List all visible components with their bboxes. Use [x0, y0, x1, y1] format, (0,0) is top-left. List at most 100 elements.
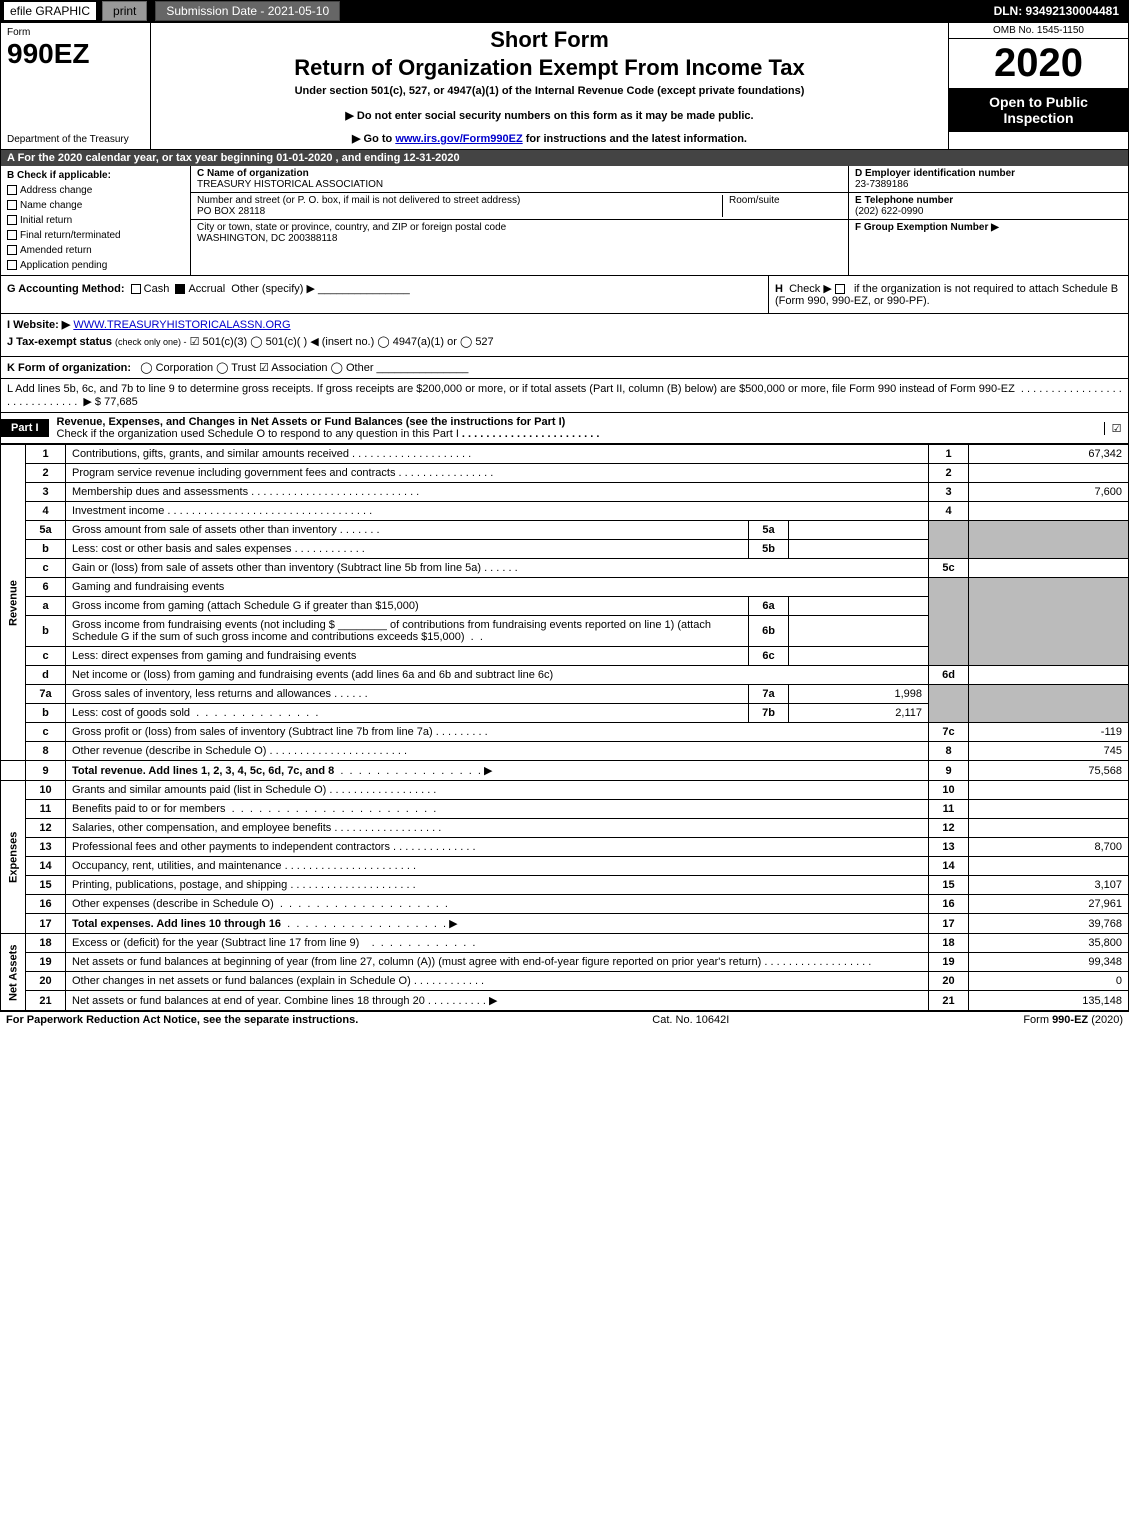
- opt-address-change[interactable]: Address change: [7, 185, 184, 196]
- line-text: Gaming and fundraising events: [66, 578, 929, 597]
- mid-value: [789, 647, 929, 666]
- line-value: 27,961: [969, 895, 1129, 914]
- line-refnum: 5c: [929, 559, 969, 578]
- mid-value: [789, 540, 929, 559]
- line-text: Total expenses. Add lines 10 through 16 …: [66, 914, 929, 934]
- line-num: b: [26, 616, 66, 647]
- line-refnum: 10: [929, 781, 969, 800]
- line-text: Total revenue. Add lines 1, 2, 3, 4, 5c,…: [66, 761, 929, 781]
- section-identity: B Check if applicable: Address change Na…: [0, 166, 1129, 276]
- line-text: Excess or (deficit) for the year (Subtra…: [66, 934, 929, 953]
- line-num: 17: [26, 914, 66, 934]
- phone: (202) 622-0990: [855, 206, 923, 217]
- section-ij: I Website: ▶ WWW.TREASURYHISTORICALASSN.…: [0, 314, 1129, 357]
- opt-name-change[interactable]: Name change: [7, 200, 184, 211]
- line-text: Gain or (loss) from sale of assets other…: [66, 559, 929, 578]
- line-text: Gross income from fundraising events (no…: [66, 616, 749, 647]
- mid-value: 1,998: [789, 685, 929, 704]
- line-text: Less: direct expenses from gaming and fu…: [66, 647, 749, 666]
- line-num: d: [26, 666, 66, 685]
- print-button[interactable]: print: [102, 1, 147, 21]
- line-refnum: 18: [929, 934, 969, 953]
- line-refnum: 11: [929, 800, 969, 819]
- line-value: [969, 559, 1129, 578]
- line-refnum: 16: [929, 895, 969, 914]
- line-num: 3: [26, 483, 66, 502]
- opt-initial-return[interactable]: Initial return: [7, 215, 184, 226]
- line-text: Contributions, gifts, grants, and simila…: [66, 445, 929, 464]
- opt-final-return[interactable]: Final return/terminated: [7, 230, 184, 241]
- ein: 23-7389186: [855, 179, 908, 190]
- line-text: Professional fees and other payments to …: [66, 838, 929, 857]
- shaded-cell: [929, 578, 969, 666]
- line-value: [969, 781, 1129, 800]
- line-num: 4: [26, 502, 66, 521]
- irs-link[interactable]: www.irs.gov/Form990EZ: [395, 133, 522, 145]
- shaded-cell: [969, 685, 1129, 723]
- b-label: B Check if applicable:: [7, 170, 184, 181]
- line-text: Gross profit or (loss) from sales of inv…: [66, 723, 929, 742]
- shaded-cell: [969, 521, 1129, 559]
- section-i: I Website: ▶ WWW.TREASURYHISTORICALASSN.…: [7, 318, 1122, 331]
- line-num: 1: [26, 445, 66, 464]
- line-value: 3,107: [969, 876, 1129, 895]
- open-inspection: Open to Public Inspection: [949, 88, 1128, 132]
- website-link[interactable]: WWW.TREASURYHISTORICALASSN.ORG: [73, 319, 290, 331]
- d-label: D Employer identification number: [855, 168, 1015, 179]
- line-refnum: 9: [929, 761, 969, 781]
- line-num: 16: [26, 895, 66, 914]
- part1-table: Revenue 1 Contributions, gifts, grants, …: [0, 444, 1129, 1011]
- line-value: 99,348: [969, 953, 1129, 972]
- line-refnum: 1: [929, 445, 969, 464]
- line-value: 0: [969, 972, 1129, 991]
- line-num: 8: [26, 742, 66, 761]
- line-value: [969, 502, 1129, 521]
- tax-year-row: A For the 2020 calendar year, or tax yea…: [0, 150, 1129, 166]
- room-suite-label: Room/suite: [722, 195, 842, 217]
- mid-value: [789, 616, 929, 647]
- line-text: Net income or (loss) from gaming and fun…: [66, 666, 929, 685]
- line-text: Occupancy, rent, utilities, and maintena…: [66, 857, 929, 876]
- line-num: c: [26, 647, 66, 666]
- form-ref: Form 990-EZ (2020): [1023, 1014, 1123, 1026]
- line-text: Gross amount from sale of assets other t…: [66, 521, 749, 540]
- part1-check: ☑: [1104, 422, 1128, 435]
- mid-value: [789, 521, 929, 540]
- opt-amended-return[interactable]: Amended return: [7, 245, 184, 256]
- line-refnum: 14: [929, 857, 969, 876]
- opt-application-pending[interactable]: Application pending: [7, 260, 184, 271]
- section-j: J Tax-exempt status (check only one) - ☑…: [7, 335, 1122, 348]
- line-text: Investment income . . . . . . . . . . . …: [66, 502, 929, 521]
- line-value: 7,600: [969, 483, 1129, 502]
- line-text: Grants and similar amounts paid (list in…: [66, 781, 929, 800]
- top-bar: efile GRAPHIC print Submission Date - 20…: [0, 0, 1129, 22]
- addr-label: Number and street (or P. O. box, if mail…: [197, 195, 520, 206]
- line-num: 10: [26, 781, 66, 800]
- line-value: 135,148: [969, 991, 1129, 1011]
- gross-receipts: 77,685: [104, 396, 138, 408]
- line-value: [969, 800, 1129, 819]
- mid-label: 6a: [749, 597, 789, 616]
- line-text: Net assets or fund balances at end of ye…: [66, 991, 929, 1011]
- line-value: [969, 857, 1129, 876]
- line-refnum: 13: [929, 838, 969, 857]
- city-label: City or town, state or province, country…: [197, 222, 506, 233]
- line-num: b: [26, 540, 66, 559]
- line-value: 745: [969, 742, 1129, 761]
- shaded-cell: [929, 521, 969, 559]
- line-text: Printing, publications, postage, and shi…: [66, 876, 929, 895]
- mid-label: 6b: [749, 616, 789, 647]
- line-num: 14: [26, 857, 66, 876]
- line-num: 21: [26, 991, 66, 1011]
- line-num: 2: [26, 464, 66, 483]
- line-num: c: [26, 723, 66, 742]
- line-text: Net assets or fund balances at beginning…: [66, 953, 929, 972]
- shaded-cell: [969, 578, 1129, 666]
- line-value: 75,568: [969, 761, 1129, 781]
- org-city: WASHINGTON, DC 200388118: [197, 233, 337, 244]
- line-refnum: 8: [929, 742, 969, 761]
- line-text: Salaries, other compensation, and employ…: [66, 819, 929, 838]
- line-value: 8,700: [969, 838, 1129, 857]
- line-value: [969, 464, 1129, 483]
- header-center: Short Form Return of Organization Exempt…: [151, 23, 948, 149]
